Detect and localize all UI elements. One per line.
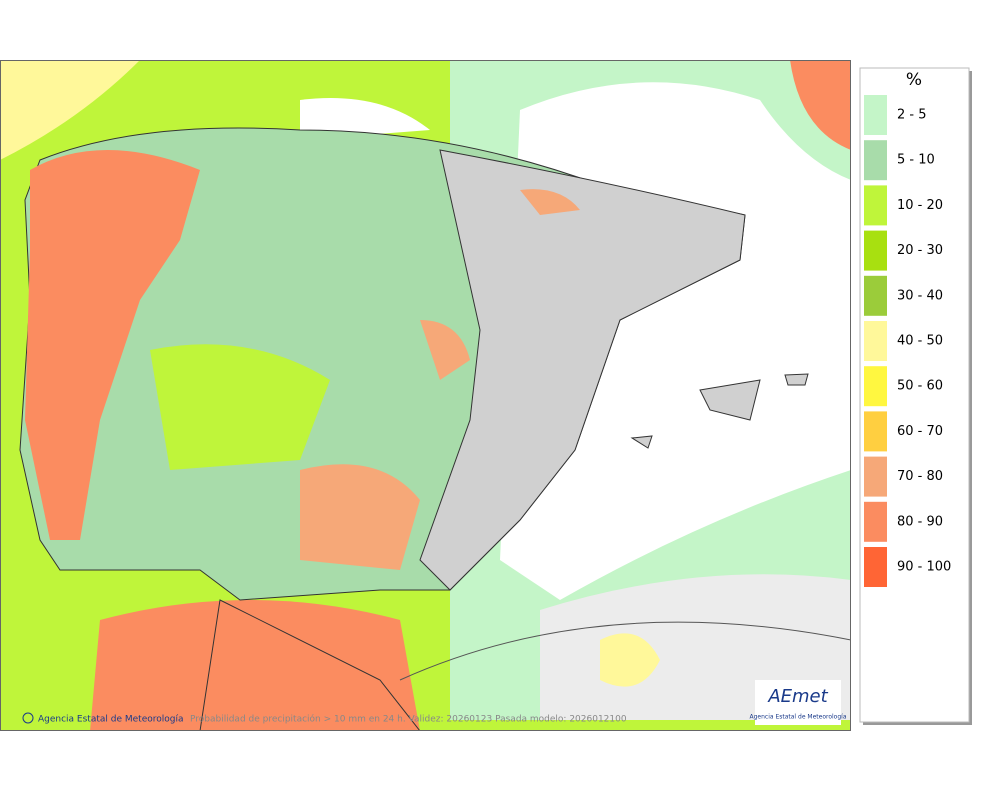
copyright-icon (22, 712, 34, 724)
legend: 2 - 5 5 - 10 10 - 20 20 - 30 30 - 40 40 - 50 5… (864, 95, 951, 587)
legend-label: 60 - 70 (897, 424, 943, 439)
legend-label: 10 - 20 (897, 198, 943, 213)
legend-swatch (864, 501, 887, 542)
legend-label: 5 - 10 (897, 153, 935, 168)
legend-swatch (864, 366, 887, 407)
legend-title: % (906, 70, 922, 90)
legend-label: 2 - 5 (897, 108, 927, 123)
legend-label: 90 - 100 (897, 560, 951, 575)
legend-swatch (864, 456, 887, 497)
legend-swatch (864, 230, 887, 271)
legend-swatch (864, 321, 887, 361)
agency-text: Agencia Estatal de Meteorología (38, 715, 184, 725)
legend-label: 50 - 60 (897, 379, 943, 394)
legend-swatch (864, 275, 887, 316)
legend-swatch (864, 140, 887, 181)
legend-swatch (864, 185, 887, 226)
legend-swatch (864, 95, 887, 135)
logo-box (755, 680, 841, 725)
legend-label: 80 - 90 (897, 514, 943, 529)
legend-label: 70 - 80 (897, 469, 943, 484)
logo-subtitle: Agencia Estatal de Meteorología (750, 714, 847, 721)
legend-label: 40 - 50 (897, 334, 943, 349)
caption: Probabilidad de precipitación > 10 mm en… (190, 714, 627, 725)
map-frame (0, 60, 851, 731)
legend-label: 20 - 30 (897, 243, 943, 258)
map: AEmet Agencia Estatal de Meteorología Ag… (0, 60, 851, 731)
legend-label: 30 - 40 (897, 288, 943, 303)
logo: AEmet (767, 686, 828, 707)
legend-swatch (864, 411, 887, 452)
legend-swatch (864, 547, 887, 587)
